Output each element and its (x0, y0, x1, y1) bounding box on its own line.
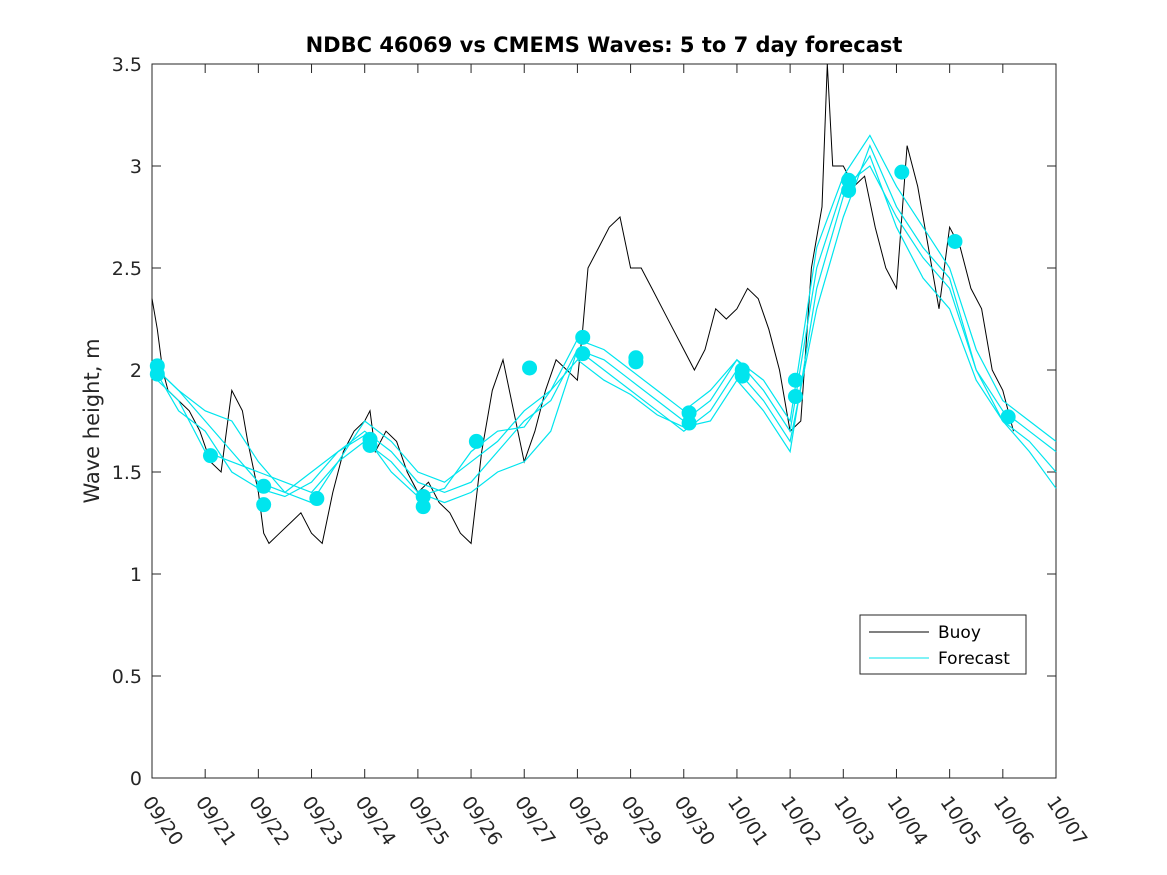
forecast-start-marker (309, 491, 325, 507)
x-tick-label: 09/21 (191, 792, 240, 849)
forecast-start-marker (787, 389, 803, 405)
x-tick-label: 10/04 (882, 792, 931, 849)
y-tick-label: 3 (130, 156, 142, 178)
x-tick-label: 09/26 (457, 792, 506, 849)
forecast-start-marker (202, 448, 218, 464)
y-tick-label: 1.5 (112, 462, 142, 484)
x-tick-label: 10/02 (776, 792, 825, 849)
legend-buoy-label: Buoy (938, 623, 981, 643)
y-tick-label: 0.5 (112, 666, 142, 688)
x-tick-label: 10/01 (723, 792, 772, 849)
x-tick-label: 09/30 (670, 792, 719, 849)
forecast-start-marker (256, 478, 272, 494)
forecast-start-marker (575, 329, 591, 345)
forecast-start-marker (734, 368, 750, 384)
x-tick-label: 09/29 (616, 792, 665, 849)
x-tick-label: 09/28 (563, 792, 612, 849)
legend: Buoy Forecast (859, 614, 1027, 675)
forecast-start-marker (468, 433, 484, 449)
y-tick-label: 0 (130, 768, 142, 790)
series-layer (151, 63, 1057, 545)
forecast-series-line-4 (156, 154, 1057, 498)
x-tick-label: 09/20 (138, 792, 187, 849)
x-tick-label: 10/07 (1042, 792, 1091, 849)
forecast-series-line-2 (156, 143, 1057, 504)
buoy-series-line (151, 63, 1014, 545)
y-tick-label: 1 (130, 564, 142, 586)
x-tick-label: 09/27 (510, 792, 559, 849)
legend-box (859, 614, 1027, 675)
y-tick-label: 2 (130, 360, 142, 382)
forecast-start-marker (681, 415, 697, 431)
forecast-start-marker (787, 372, 803, 388)
x-tick-label: 10/06 (989, 792, 1038, 849)
forecast-start-marker (947, 233, 963, 249)
x-tick-label: 09/23 (297, 792, 346, 849)
forecast-start-marker (841, 182, 857, 198)
y-tick-label: 3.5 (112, 54, 142, 76)
forecast-start-marker (1000, 409, 1016, 425)
y-axis-label: Wave height, m (80, 338, 104, 503)
forecast-series-line-1 (156, 165, 1057, 494)
marker-layer (149, 164, 1016, 515)
x-tick-label: 09/25 (404, 792, 453, 849)
forecast-start-marker (522, 360, 538, 376)
x-tick-label: 10/03 (829, 792, 878, 849)
x-tick-label: 10/05 (936, 792, 985, 849)
forecast-start-marker (415, 499, 431, 515)
axis-ticks (151, 63, 1057, 779)
forecast-series-line-3 (156, 134, 1057, 504)
forecast-start-marker (362, 437, 378, 453)
plot-area-frame (151, 63, 1057, 779)
x-tick-labels: 09/20 09/21 09/22 09/23 09/24 09/25 09/26 09/27… (138, 792, 1091, 849)
y-tick-label: 2.5 (112, 258, 142, 280)
chart-title: NDBC 46069 vs CMEMS Waves: 5 to 7 day fo… (306, 33, 903, 57)
x-tick-label: 09/22 (244, 792, 293, 849)
forecast-start-marker (575, 346, 591, 362)
forecast-start-marker (256, 497, 272, 513)
x-tick-label: 09/24 (351, 792, 400, 849)
legend-forecast-label: Forecast (938, 649, 1010, 669)
forecast-start-marker (628, 354, 644, 370)
forecast-start-marker (894, 164, 910, 180)
y-tick-labels: 0 0.5 1 1.5 2 2.5 3 3.5 (112, 54, 142, 790)
forecast-start-marker (149, 366, 165, 382)
